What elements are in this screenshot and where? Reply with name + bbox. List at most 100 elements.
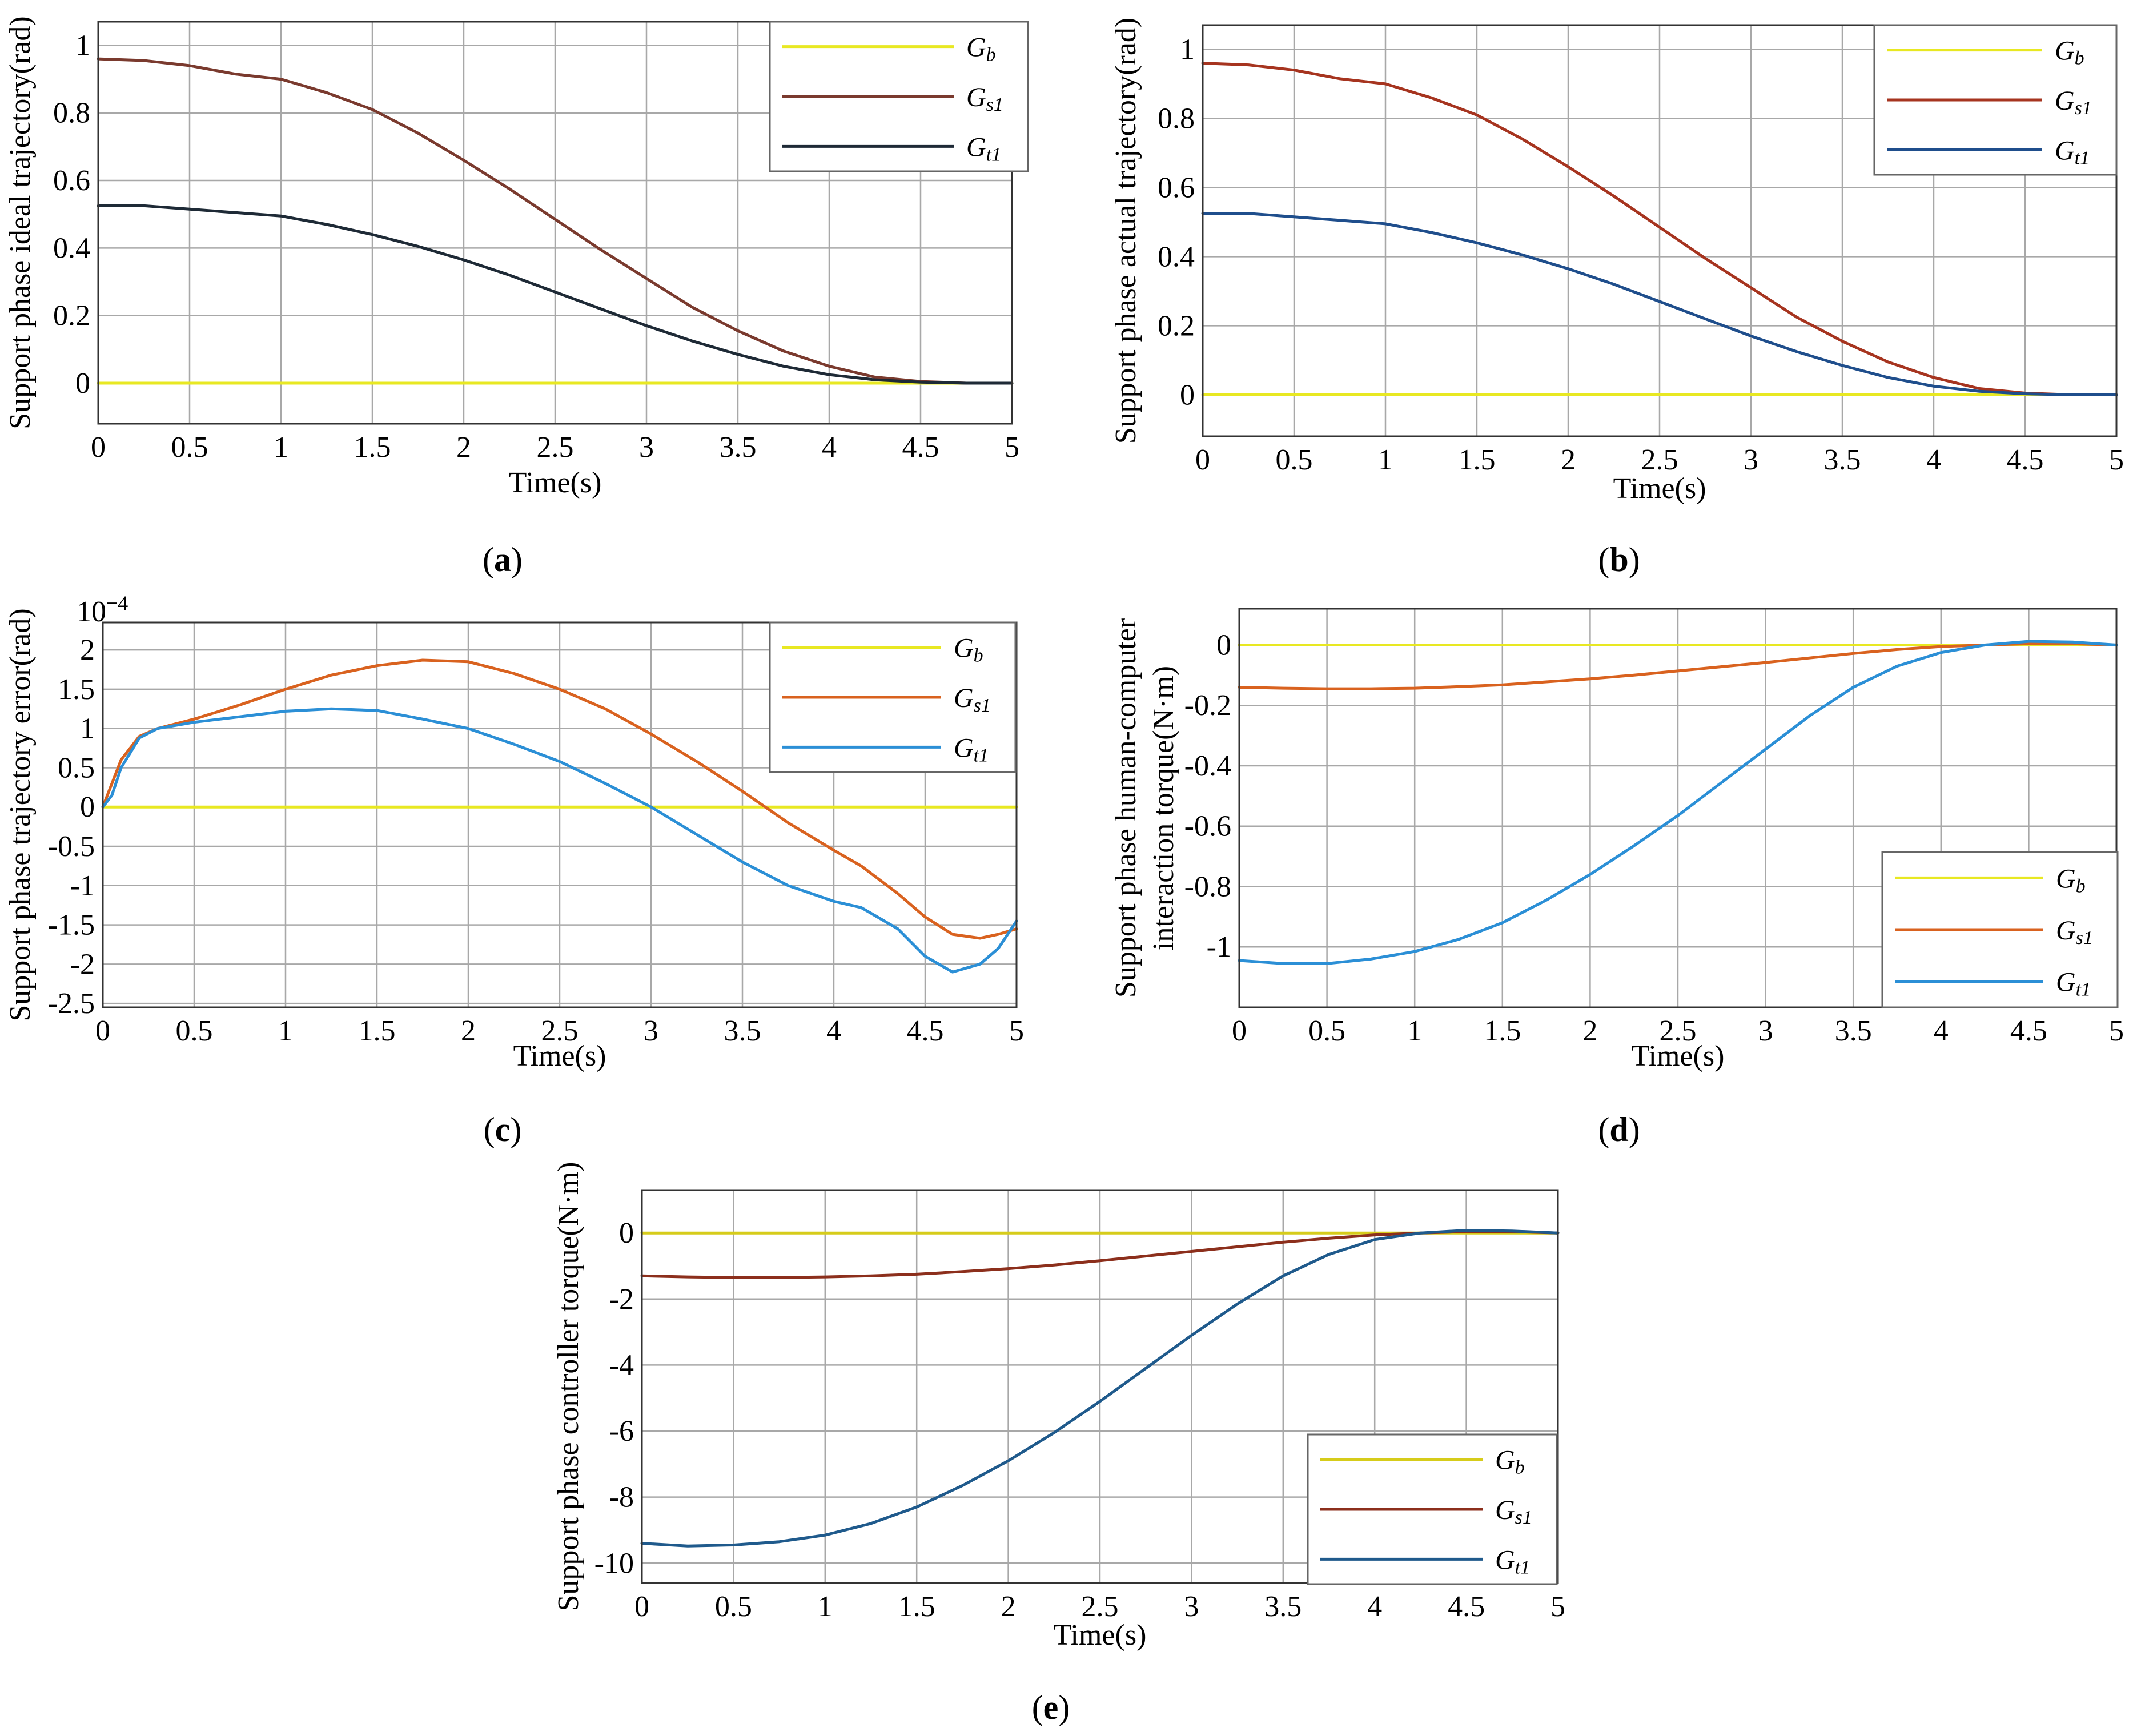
legend-label: Gs1 [2056, 915, 2093, 949]
y-tick-label: 0.6 [1158, 171, 1195, 204]
panel-caption: (d) [1598, 1111, 1640, 1148]
y-tick-label: 1 [1180, 33, 1195, 66]
y-tick-label: 0.5 [58, 752, 95, 784]
x-tick-label: 2 [1561, 444, 1576, 476]
x-tick-label: 3 [644, 1015, 658, 1047]
x-tick-label: 2.5 [541, 1015, 579, 1047]
y-tick-label: -6 [609, 1415, 634, 1448]
x-tick-label: 1.5 [354, 431, 391, 464]
x-tick-label: 1 [278, 1015, 293, 1047]
panel-caption: (c) [484, 1111, 522, 1148]
x-tick-label: 2 [456, 431, 471, 464]
y-tick-label: 1 [75, 29, 90, 62]
y-tick-label: -1 [1207, 931, 1231, 963]
x-tick-label: 3.5 [1264, 1590, 1302, 1623]
y-axis-label: Support phase actual trajectory(rad) [1110, 18, 1142, 444]
x-tick-label: 0 [95, 1015, 110, 1047]
y-tick-label: 0.4 [53, 232, 90, 264]
x-tick-label: 2 [461, 1015, 476, 1047]
y-tick-label: 0.8 [53, 97, 90, 130]
series-line-Gs1 [640, 1230, 1560, 1279]
y-tick-label: -4 [609, 1349, 634, 1381]
series-line-Gt1 [1201, 212, 2118, 396]
x-tick-label: 3 [1184, 1590, 1199, 1623]
y-tick-label: -2 [609, 1283, 634, 1316]
x-tick-label: 4 [826, 1015, 841, 1047]
y-tick-label: -0.8 [1184, 870, 1231, 903]
series-line-Gt1 [101, 707, 1018, 974]
x-tick-label: 1.5 [898, 1590, 935, 1623]
x-tick-label: 3.5 [1824, 444, 1861, 476]
y-tick-label: 0.4 [1158, 240, 1195, 273]
x-tick-label: 5 [1009, 1015, 1024, 1047]
x-tick-label: 3.5 [720, 431, 757, 464]
series-line-Gs1 [97, 57, 1014, 385]
x-tick-label: 2.5 [1660, 1015, 1697, 1047]
x-tick-label: 1 [1407, 1015, 1422, 1047]
y-tick-label: 0 [1180, 379, 1195, 411]
chart-panel-a: 0 0.5 1 1.5 2 2.5 3 3.5 4 4.5 5 0 0.2 0.4 0.6 0.8 1 Time(… [4, 16, 1029, 578]
x-tick-label: 4 [1926, 444, 1941, 476]
x-tick-label: 3 [639, 431, 654, 464]
x-tick-label: 2 [1001, 1590, 1016, 1623]
x-tick-label: 1.5 [1484, 1015, 1521, 1047]
x-tick-label: 2.5 [1641, 444, 1678, 476]
x-tick-label: 3.5 [724, 1015, 761, 1047]
y-tick-label: 0.2 [53, 300, 90, 332]
series-line-Gt1 [97, 204, 1014, 385]
x-tick-label: 1.5 [1459, 444, 1496, 476]
x-axis-label: Time(s) [513, 1040, 606, 1072]
x-tick-label: 2.5 [537, 431, 574, 464]
x-tick-label: 4.5 [1448, 1590, 1485, 1623]
y-axis-label: Support phase trajectory error(rad) [4, 608, 37, 1021]
x-tick-label: 0 [1195, 444, 1210, 476]
y-tick-label: 0 [1216, 629, 1231, 661]
panel-caption: (e) [1032, 1689, 1070, 1726]
y-axis-label: Support phase ideal trajectory(rad) [4, 16, 37, 429]
y-tick-label: -0.2 [1184, 689, 1231, 722]
series-line-Gt1 [1238, 640, 2118, 965]
x-tick-label: 0 [91, 431, 106, 464]
y-tick-label: -2 [70, 948, 95, 980]
x-tick-label: 1.5 [359, 1015, 396, 1047]
chart-panel-c: 0 0.5 1 1.5 2 2.5 3 3.5 4 4.5 5 -2.5 -2 -1.5 -1 -0.5 0 0.… [4, 592, 1024, 1148]
y-tick-label: 0 [75, 367, 90, 400]
x-tick-label: 2 [1582, 1015, 1597, 1047]
panel-caption: (b) [1598, 541, 1640, 578]
y-tick-label: 1 [80, 713, 95, 745]
x-tick-label: 3 [1744, 444, 1758, 476]
x-tick-label: 0.5 [1276, 444, 1313, 476]
series-line-Gs1 [1238, 642, 2118, 690]
legend-label: Gb [1495, 1445, 1525, 1478]
plot-frame [1238, 608, 2118, 1008]
y-tick-label: 0 [80, 791, 95, 823]
x-tick-label: 0.5 [715, 1590, 752, 1623]
y-axis-label: Support phase human-computer [1110, 618, 1142, 998]
legend-label: Gs1 [2055, 86, 2092, 119]
x-axis-label: Time(s) [1613, 472, 1706, 505]
x-axis-label: Time(s) [1054, 1619, 1147, 1651]
y-tick-label: 0.8 [1158, 102, 1195, 135]
panel-caption: (a) [483, 541, 523, 578]
x-tick-label: 3.5 [1835, 1015, 1872, 1047]
x-tick-label: 4.5 [902, 431, 939, 464]
y-tick-label: -0.4 [1184, 750, 1231, 782]
plot-frame [1202, 24, 2118, 437]
y-axis-label-line2: interaction torque(N·m) [1147, 666, 1180, 950]
chart-panel-e: 0 0.5 1 1.5 2 2.5 3 3.5 4 4.5 5 -10 -8 -6 -4 -2 0 Time(s)… [552, 1162, 1565, 1726]
y-tick-label: -8 [609, 1481, 634, 1514]
x-axis-label: Time(s) [509, 467, 602, 499]
y-tick-label: 1.5 [58, 673, 95, 706]
y-tick-label: -10 [594, 1547, 634, 1580]
plot-frame [641, 1189, 1559, 1584]
x-tick-label: 4.5 [2007, 444, 2044, 476]
x-tick-label: 3 [1758, 1015, 1773, 1047]
plot-frame [102, 621, 1018, 1008]
y-tick-label: 0.6 [53, 164, 90, 197]
x-tick-label: 4 [822, 431, 837, 464]
x-tick-label: 1 [1378, 444, 1393, 476]
